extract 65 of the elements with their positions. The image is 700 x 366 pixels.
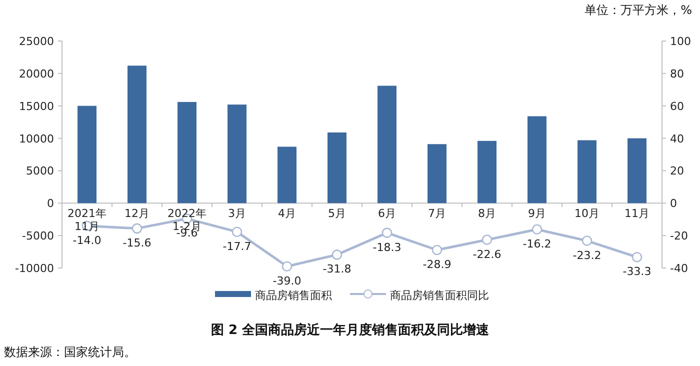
bar: [378, 86, 396, 204]
bar: [78, 106, 96, 204]
point: [632, 252, 642, 262]
x-tick-label: 6月: [378, 207, 396, 220]
bar: [328, 132, 346, 204]
y-tick-label: 25000: [19, 35, 54, 48]
x-tick-label: 2021年 11月: [68, 207, 106, 234]
x-tick-label: 10月: [574, 207, 600, 220]
legend-label: 商品房销售面积同比: [390, 289, 489, 302]
y2-tick-label: 0: [670, 197, 677, 210]
point: [532, 224, 542, 235]
y2-tick-label: -20: [670, 230, 688, 243]
x-tick-label: 8月: [478, 207, 496, 220]
data-label: -31.8: [322, 262, 352, 276]
point: [582, 236, 592, 246]
point: [382, 228, 392, 238]
data-label: -28.9: [422, 258, 452, 271]
point: [482, 234, 492, 245]
point: [282, 261, 292, 272]
y-tick-label: -10000: [15, 262, 54, 275]
data-label: -14.0: [72, 234, 102, 247]
bar: [528, 116, 546, 204]
x-tick-label: 3月: [228, 207, 246, 220]
y2-tick-label: 40: [670, 132, 684, 146]
point: [432, 244, 442, 256]
point: [232, 226, 242, 237]
text: 图 2 全国商品房近一年月度销售面积及同比增速: [210, 322, 490, 338]
bar: [278, 146, 296, 204]
data-label: -16.2: [522, 237, 552, 250]
y-tick-label: 10000: [19, 132, 54, 146]
y-tick-label: -5000: [22, 230, 54, 243]
bar: [428, 144, 446, 204]
point: [332, 250, 342, 260]
y2-tick-label: 100: [670, 35, 691, 48]
source-note: 数据来源：国家统计局。: [4, 345, 136, 359]
x-tick-label: 12月: [124, 207, 150, 220]
bar: [178, 102, 196, 204]
bar: [578, 140, 596, 204]
y2-tick-label: 20: [670, 164, 684, 178]
y2-tick-label: -40: [670, 262, 688, 275]
x-tick-label: 7月: [428, 207, 446, 220]
bar: [478, 140, 496, 204]
y-tick-label: 20000: [19, 67, 54, 80]
data-label: -22.6: [472, 248, 502, 261]
bar: [228, 104, 246, 204]
legend-label: 商品房销售面积: [255, 289, 332, 302]
y2-tick-label: 60: [670, 100, 684, 113]
bar: [128, 66, 146, 204]
bar: [628, 138, 646, 204]
y-tick-label: 0: [47, 197, 54, 210]
x-tick-label: 4月: [278, 207, 296, 220]
data-label: -17.7: [222, 240, 252, 253]
text: 单位：万平方米，%: [584, 3, 692, 17]
data-label: -33.3: [622, 265, 652, 278]
data-label: -15.6: [122, 236, 152, 250]
data-label: -18.3: [372, 240, 402, 254]
point: [132, 223, 142, 234]
data-label: -23.2: [572, 248, 602, 262]
x-tick-label: 11月: [624, 207, 650, 220]
y2-tick-label: 80: [670, 67, 684, 80]
x-tick-label: 9月: [528, 207, 546, 220]
data-label: -39.0: [272, 274, 302, 288]
x-tick-label: 5月: [328, 207, 346, 220]
y-tick-label: 15000: [19, 100, 54, 113]
y-tick-label: 5000: [26, 164, 54, 178]
